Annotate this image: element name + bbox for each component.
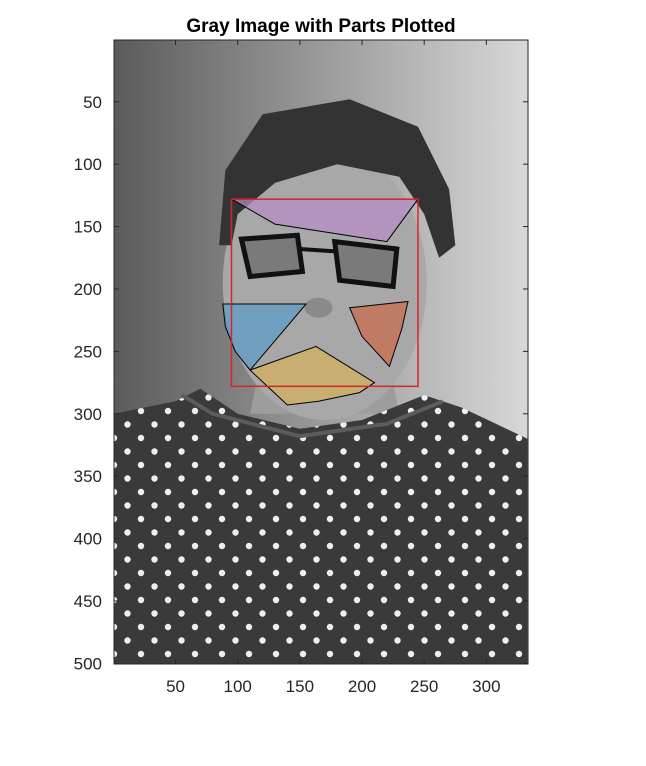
image-collar [180, 393, 444, 439]
y-tick-label: 500 [74, 654, 102, 673]
y-tick-label: 400 [74, 530, 102, 549]
parts-overlay [222, 198, 419, 406]
image-glasses-left [238, 232, 306, 280]
y-tick-label: 100 [74, 155, 102, 174]
image-glasses-right [331, 238, 400, 290]
y-tick-label: 250 [74, 342, 102, 361]
image-nose [304, 297, 333, 318]
tick-marks [114, 40, 528, 664]
image-glasses-bridge [299, 247, 338, 254]
x-tick-label: 300 [472, 677, 500, 696]
axes: 50 100 150 200 250 300 50 100 150 200 250 300 350 400… [74, 39, 529, 696]
y-tick-label: 50 [83, 93, 102, 112]
x-tick-label: 200 [348, 677, 376, 696]
y-tick-label: 350 [74, 467, 102, 486]
part-mouth [249, 345, 376, 406]
chart-title: Gray Image with Parts Plotted [186, 16, 455, 37]
y-tick-label: 200 [74, 280, 102, 299]
x-tick-label: 250 [410, 677, 438, 696]
face-bounding-box [230, 198, 419, 388]
x-tick-label: 150 [286, 677, 314, 696]
y-tick-label: 150 [74, 218, 102, 237]
x-tick-label: 100 [224, 677, 252, 696]
part-left-cheek [222, 303, 308, 371]
x-tick-label: 50 [166, 677, 185, 696]
y-tick-label: 300 [74, 405, 102, 424]
image-hair [219, 99, 456, 258]
y-tick-label: 450 [74, 592, 102, 611]
image-shirt [114, 388, 528, 664]
axes-frame [113, 39, 529, 665]
part-right-cheek [348, 300, 409, 368]
